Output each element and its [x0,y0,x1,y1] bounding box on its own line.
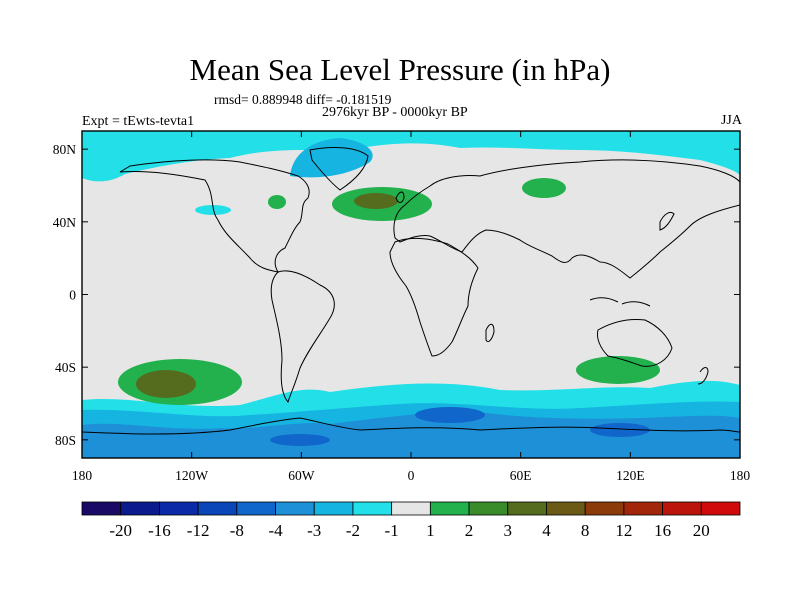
lat-tick-label: 40N [53,215,77,230]
lat-tick-label: 0 [69,288,76,303]
anomaly-fields [82,131,740,458]
stats-line: rmsd= 0.889948 diff= -0.181519 [214,92,392,107]
arctic-negative-anomaly [82,131,740,182]
colorbar-box [429,501,470,516]
colorbar-box [700,501,741,516]
antarctica-coast [82,417,740,435]
colorbar-label: 16 [654,521,671,540]
lat-tick-label: 80N [53,142,77,157]
colorbar-label: -12 [187,521,210,540]
south-pacific-positive-core [136,370,196,398]
colorbar-box [584,501,625,516]
colorbar-box [197,501,238,516]
colorbar-label: -2 [346,521,360,540]
colorbar-label: 2 [465,521,474,540]
indonesia-coast [589,297,651,307]
canada-positive-anomaly [268,195,286,209]
colorbar-label: 1 [426,521,435,540]
longitude-axis: 180 120W 60W 0 60E 120E 180 [72,131,751,483]
australia-coast [597,319,673,367]
colorbar-box [546,501,586,516]
lon-tick-label: 180 [730,468,751,483]
greenland-negative-anomaly [290,138,373,178]
colorbar-label: 4 [542,521,551,540]
colorbar-box [159,501,199,516]
north-atlantic-positive-core [354,193,398,209]
lon-tick-label: 180 [72,468,93,483]
period-label: 2976kyr BP - 0000kyr BP [322,105,468,120]
colorbar-box [352,501,393,516]
colorbar-box [623,501,663,516]
colorbar-labels: -20 -16 -12 -8 -4 -3 -2 -1 1 2 3 4 8 12 16 20 [109,521,709,540]
eurasia-coast [393,159,740,279]
colorbar-label: -16 [148,521,171,540]
uk-coast [395,191,405,203]
colorbar-label: 3 [504,521,513,540]
colorbar-box [81,501,122,516]
lon-tick-label: 60W [288,468,315,483]
madagascar-coast [485,323,495,343]
antarctic-negative-core-3 [590,423,650,437]
colorbar [81,501,741,516]
colorbar-box [468,501,509,516]
siberia-positive-anomaly [522,178,566,198]
colorbar-box [275,501,315,516]
colorbar-box [391,501,431,516]
coastlines [82,147,740,435]
pacific-negative-spot [195,205,231,215]
lat-tick-label: 80S [55,433,76,448]
colorbar-label: -4 [268,521,283,540]
colorbar-label: 20 [693,521,710,540]
colorbar-box [507,501,547,516]
latitude-axis: 80N 40N 0 40S 80S [53,142,740,448]
colorbar-label: -8 [230,521,244,540]
antarctic-negative-core [415,407,485,423]
experiment-label: Expt = tEwts-tevta1 [82,114,195,129]
colorbar-box [236,501,276,516]
greenland-coast [309,147,369,191]
indian-ocean-positive-anomaly [576,356,660,384]
lon-tick-label: 60E [510,468,532,483]
colorbar-box [662,501,702,516]
lat-tick-label: 40S [55,360,76,375]
new-zealand-coast [697,367,709,385]
colorbar-label: -3 [307,521,321,540]
colorbar-label: 12 [615,521,632,540]
lon-tick-label: 120W [175,468,208,483]
lon-tick-label: 0 [408,468,415,483]
south-america-coast [270,270,335,404]
lon-tick-label: 120E [616,468,645,483]
colorbar-box [120,501,160,516]
southern-ocean-negative-anomaly-3 [82,411,740,458]
plot-title: Mean Sea Level Pressure (in hPa) [189,52,611,87]
antarctic-negative-core-2 [270,434,330,446]
north-america-coast [119,159,310,273]
japan-coast [659,211,675,231]
colorbar-label: -1 [385,521,399,540]
africa-coast [389,237,479,357]
season-label: JJA [720,113,742,128]
colorbar-label: -20 [109,521,132,540]
colorbar-label: 8 [581,521,590,540]
colorbar-box [313,501,354,516]
